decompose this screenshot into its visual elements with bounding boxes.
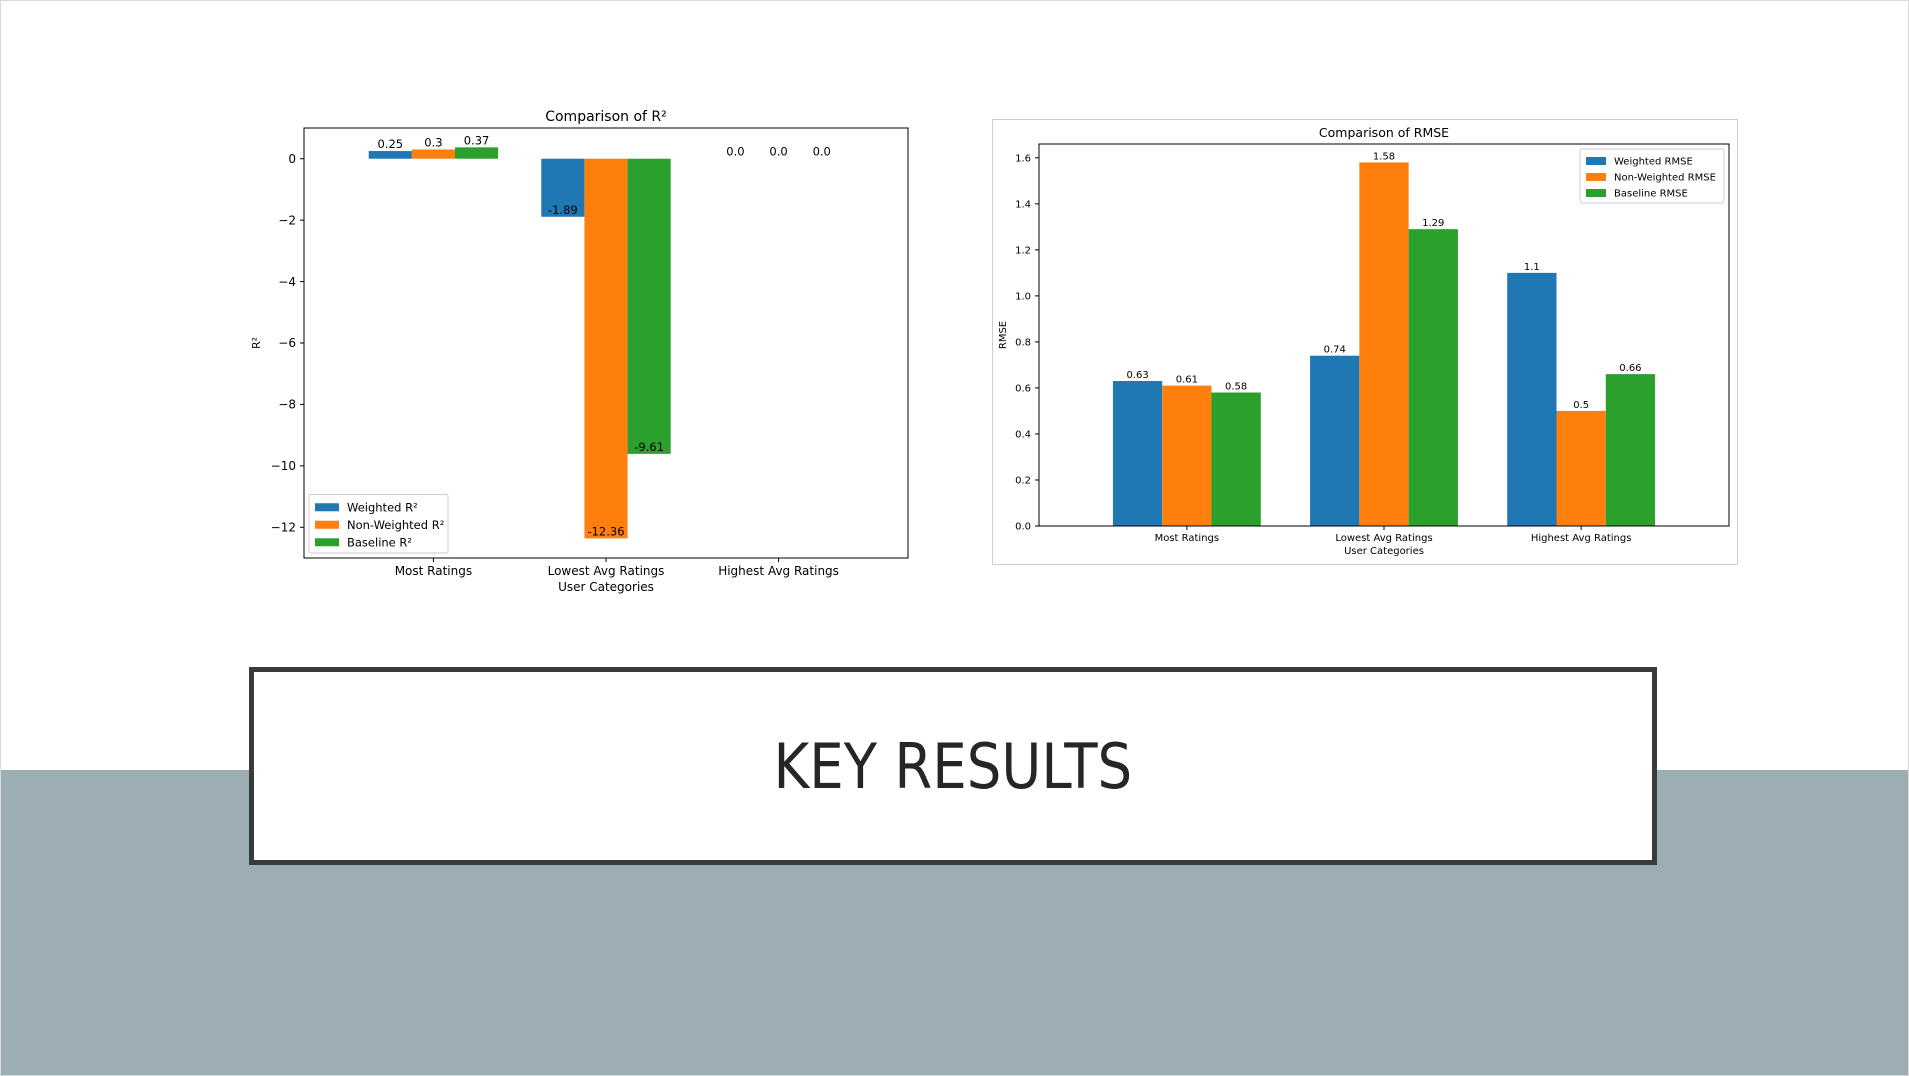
bar-non-weighted-rmse-highest-avg-ratings bbox=[1556, 410, 1606, 526]
y-tick-label: 0.0 bbox=[1015, 522, 1031, 533]
r2-chart: 0 −2 −4 −6 −8 −10 −12 Most Ratings Lowest Avg Ra… bbox=[246, 100, 926, 600]
data-label: 0.61 bbox=[1176, 375, 1198, 386]
x-axis-label: User Categories bbox=[1344, 546, 1424, 557]
x-tick-label: Most Ratings bbox=[1155, 533, 1220, 544]
bar-weighted-rmse-highest-avg-ratings bbox=[1507, 272, 1557, 526]
data-label: 0.66 bbox=[1619, 363, 1641, 374]
bar-baseline-rmse-highest-avg-ratings bbox=[1605, 374, 1656, 526]
bar-baseline-rmse-most-ratings bbox=[1211, 392, 1261, 526]
y-tick-label: −6 bbox=[278, 336, 296, 350]
legend-swatch-non-weighted-r bbox=[315, 520, 339, 529]
y-tick-label: −4 bbox=[278, 275, 296, 289]
bar-weighted-r-most-ratings bbox=[368, 151, 412, 159]
legend: Weighted RMSE Non-Weighted RMSE Baseline R… bbox=[1579, 148, 1725, 204]
legend-swatch-weighted-r bbox=[315, 503, 339, 512]
slide-title: KEY RESULTS bbox=[773, 729, 1133, 803]
bar-non-weighted-rmse-lowest-avg-ratings bbox=[1359, 162, 1409, 526]
rmse-chart: 0.0 0.2 0.4 0.6 0.8 1.0 1.2 1.4 1.6 Most Ratings L… bbox=[992, 119, 1738, 565]
legend-label-baseline-r: Baseline R² bbox=[347, 535, 412, 549]
data-label: 0.25 bbox=[377, 137, 403, 151]
r2-chart-svg: 0 −2 −4 −6 −8 −10 −12 Most Ratings Lowest Avg Ra… bbox=[250, 109, 909, 594]
y-tick-label: 1.6 bbox=[1015, 153, 1031, 164]
legend-swatch-baseline-r bbox=[315, 538, 339, 547]
legend-label-baseline-rmse: Baseline RMSE bbox=[1614, 189, 1688, 200]
data-label: 0.37 bbox=[464, 133, 490, 147]
y-tick-label: 0.8 bbox=[1015, 337, 1031, 348]
y-tick-label: 0.6 bbox=[1015, 383, 1031, 394]
data-label: 0.0 bbox=[769, 145, 787, 159]
data-label: 1.1 bbox=[1524, 262, 1540, 273]
legend-label-weighted-rmse: Weighted RMSE bbox=[1614, 157, 1693, 168]
legend-label-non-weighted-r: Non-Weighted R² bbox=[347, 518, 444, 532]
y-tick-label: 1.2 bbox=[1015, 245, 1031, 256]
bar-weighted-rmse-lowest-avg-ratings bbox=[1310, 355, 1360, 526]
legend-box bbox=[1579, 148, 1725, 204]
x-tick-label: Lowest Avg Ratings bbox=[1335, 533, 1432, 544]
bar-weighted-rmse-most-ratings bbox=[1112, 381, 1163, 526]
data-label: 0.74 bbox=[1324, 345, 1346, 356]
data-label: 0.3 bbox=[424, 136, 442, 150]
y-tick-label: −2 bbox=[278, 213, 296, 227]
x-tick-label: Most Ratings bbox=[395, 564, 472, 578]
title-box: KEY RESULTS bbox=[249, 667, 1657, 865]
data-label: -1.89 bbox=[548, 203, 578, 217]
x-tick-label: Highest Avg Ratings bbox=[1531, 533, 1632, 544]
legend-label-non-weighted-rmse: Non-Weighted RMSE bbox=[1614, 173, 1716, 184]
data-label: 0.0 bbox=[726, 145, 744, 159]
bar-baseline-r-lowest-avg-ratings bbox=[627, 158, 671, 454]
data-label: 1.29 bbox=[1422, 218, 1444, 229]
data-label: 0.5 bbox=[1573, 400, 1589, 411]
bar-weighted-r-lowest-avg-ratings bbox=[541, 158, 585, 217]
y-tick-label: 1.0 bbox=[1015, 291, 1031, 302]
x-tick-label: Highest Avg Ratings bbox=[718, 564, 839, 578]
legend-swatch-baseline-rmse bbox=[1586, 189, 1606, 197]
y-tick-label: −10 bbox=[271, 459, 296, 473]
legend-label-weighted-r: Weighted R² bbox=[347, 500, 418, 514]
legend-swatch-non-weighted-rmse bbox=[1586, 173, 1606, 181]
y-tick-label: −12 bbox=[271, 520, 296, 534]
x-axis-label: User Categories bbox=[558, 580, 654, 594]
y-tick-label: −8 bbox=[278, 398, 296, 412]
legend-swatch-weighted-rmse bbox=[1586, 157, 1606, 165]
legend: Weighted R² Non-Weighted R² Baseline R² bbox=[308, 494, 449, 554]
bar-non-weighted-r-most-ratings bbox=[411, 149, 455, 159]
data-label: 0.63 bbox=[1126, 370, 1148, 381]
chart-title: Comparison of RMSE bbox=[1319, 125, 1449, 140]
y-tick-label: 0.4 bbox=[1015, 429, 1031, 440]
data-label: 1.58 bbox=[1373, 151, 1395, 162]
data-label: -12.36 bbox=[587, 524, 624, 538]
y-axis-label: R² bbox=[250, 337, 263, 349]
rmse-chart-svg: 0.0 0.2 0.4 0.6 0.8 1.0 1.2 1.4 1.6 Most Ratings L… bbox=[998, 125, 1730, 557]
bar-baseline-r-most-ratings bbox=[455, 147, 499, 159]
data-label: 0.58 bbox=[1225, 382, 1247, 393]
bar-non-weighted-rmse-most-ratings bbox=[1162, 385, 1212, 526]
bar-non-weighted-r-lowest-avg-ratings bbox=[584, 158, 628, 539]
data-label: -9.61 bbox=[634, 440, 664, 454]
x-tick-label: Lowest Avg Ratings bbox=[548, 564, 665, 578]
data-label: 0.0 bbox=[813, 145, 831, 159]
bar-baseline-rmse-lowest-avg-ratings bbox=[1408, 229, 1458, 526]
y-tick-label: 0 bbox=[288, 152, 296, 166]
y-tick-label: 1.4 bbox=[1015, 199, 1031, 210]
y-axis-label: RMSE bbox=[998, 321, 1009, 349]
legend-box bbox=[308, 494, 449, 554]
chart-title: Comparison of R² bbox=[545, 109, 667, 125]
y-tick-label: 0.2 bbox=[1015, 475, 1031, 486]
